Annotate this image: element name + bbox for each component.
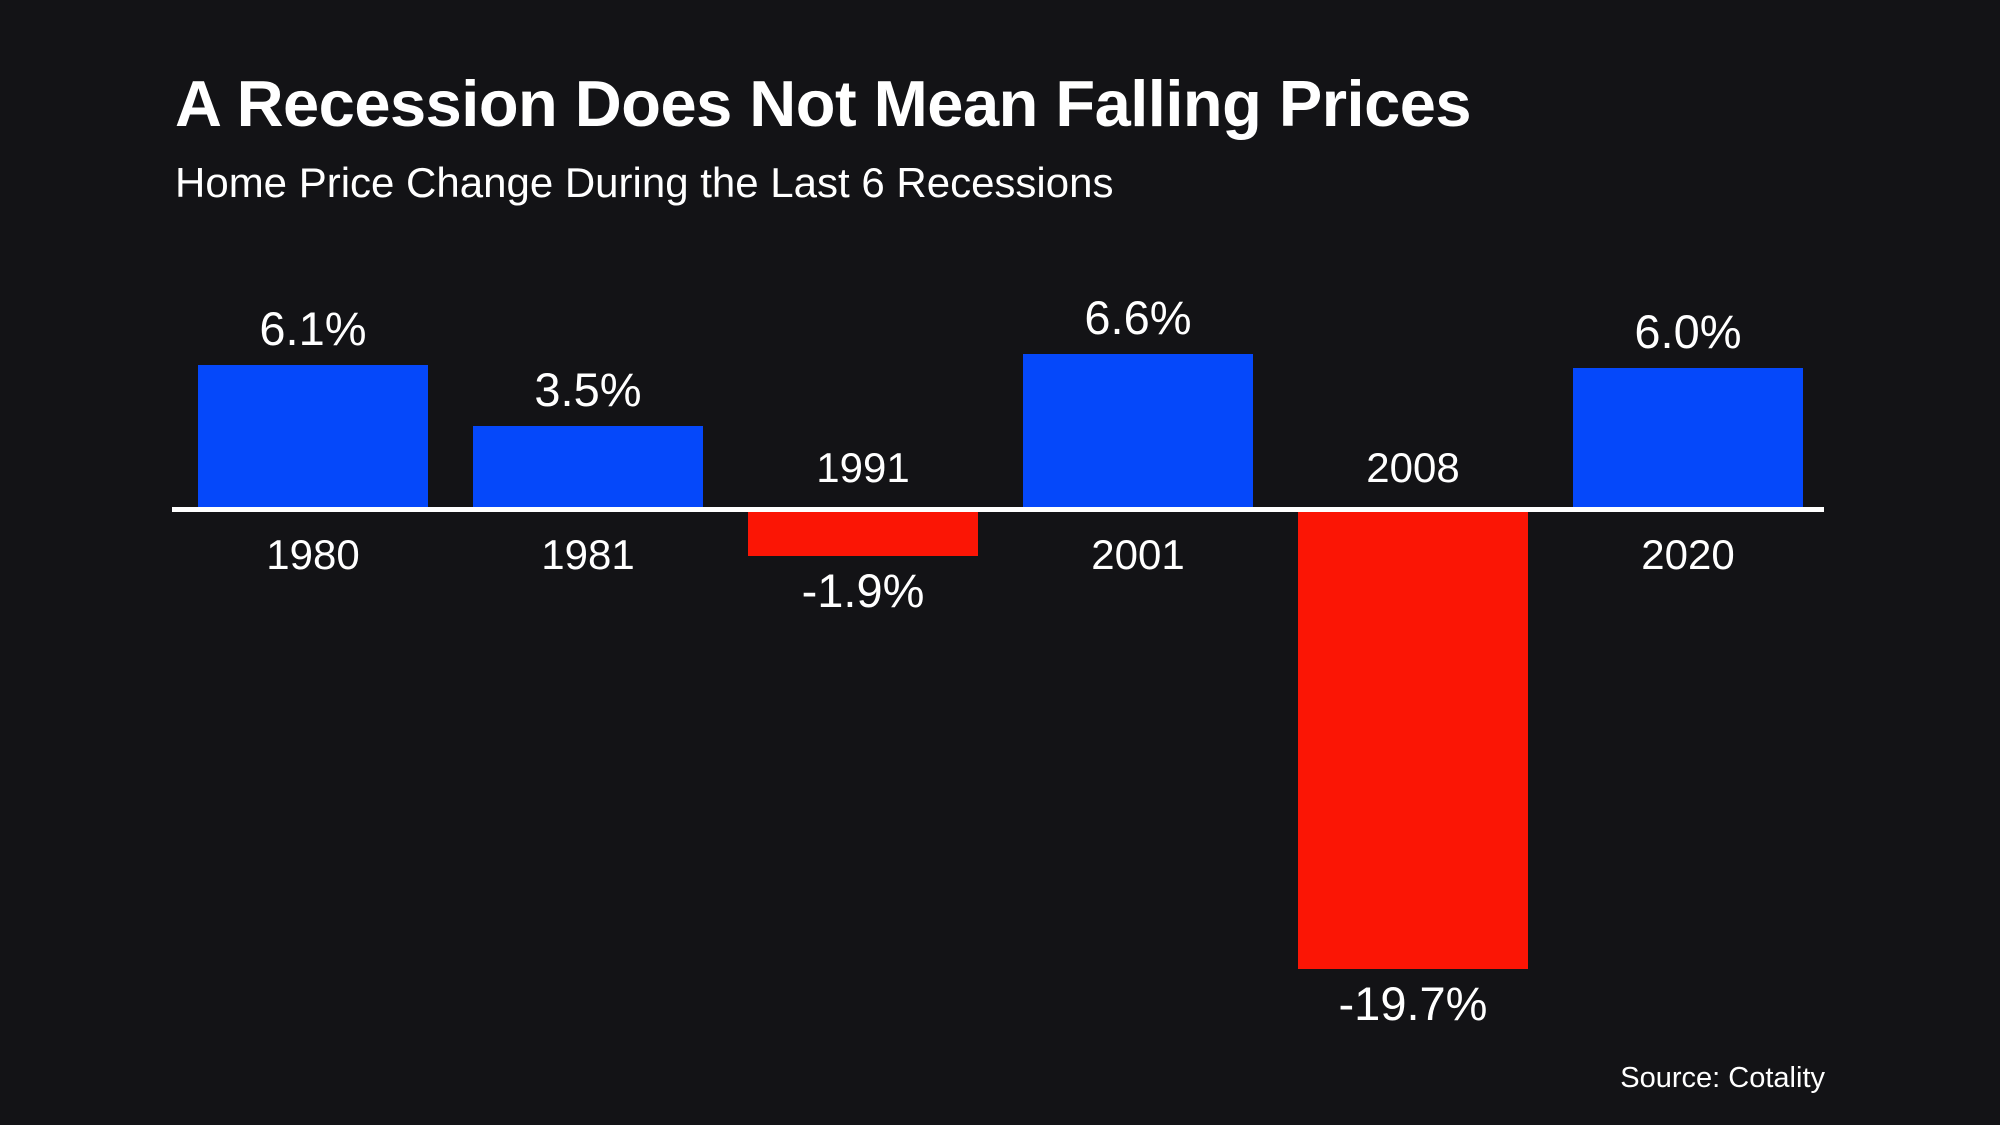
year-label-1981: 1981 — [541, 531, 635, 578]
bar-2020 — [1573, 368, 1803, 507]
year-label-1980: 1980 — [266, 531, 360, 578]
bar-1980 — [198, 365, 428, 507]
year-label-1991: 1991 — [816, 444, 910, 491]
value-label-1980: 6.1% — [259, 302, 367, 355]
bar-2001 — [1023, 354, 1253, 507]
bar-1981 — [473, 426, 703, 507]
year-label-2020: 2020 — [1641, 531, 1735, 578]
source-credit: Source: Cotality — [1620, 1062, 1825, 1094]
chart-subtitle: Home Price Change During the Last 6 Rece… — [175, 159, 1114, 206]
value-label-1991: -1.9% — [801, 564, 925, 617]
year-label-2001: 2001 — [1091, 531, 1185, 578]
year-label-2008: 2008 — [1366, 444, 1460, 491]
value-label-2001: 6.6% — [1084, 291, 1192, 344]
value-label-2008: -19.7% — [1338, 977, 1488, 1030]
chart-title: A Recession Does Not Mean Falling Prices — [175, 67, 1472, 140]
value-label-1981: 3.5% — [534, 363, 642, 416]
x-axis-baseline — [172, 507, 1824, 512]
value-label-2020: 6.0% — [1634, 305, 1742, 358]
bar-2008 — [1298, 512, 1528, 969]
bar-1991 — [748, 512, 978, 556]
